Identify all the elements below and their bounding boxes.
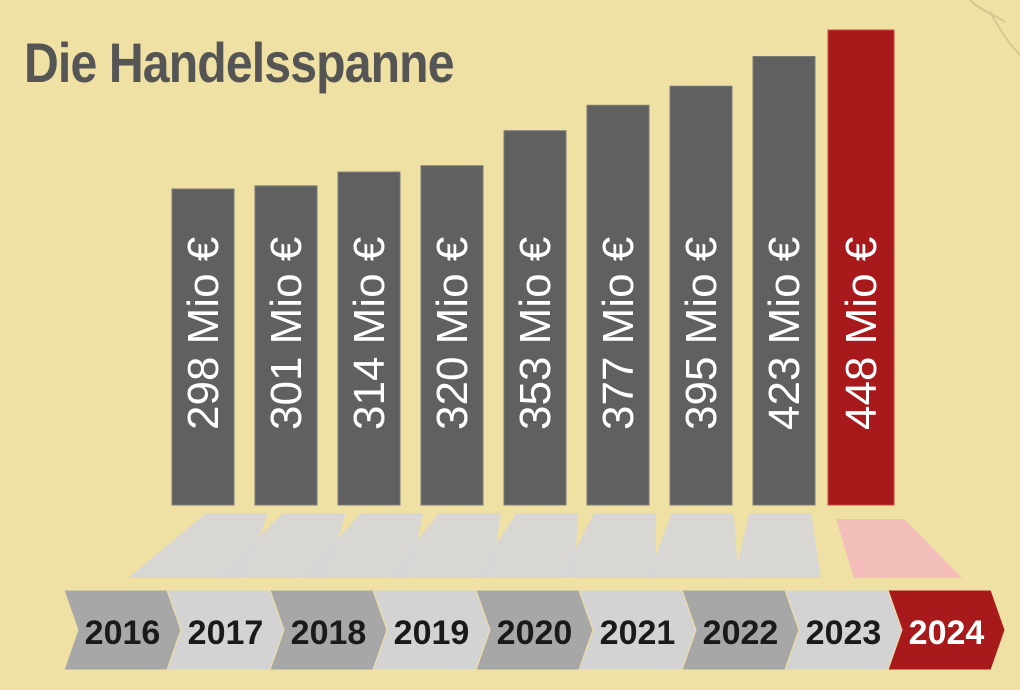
bar-reflection-2018 bbox=[301, 513, 424, 578]
year-label-2022: 2022 bbox=[703, 614, 779, 652]
bar-value-label-2018: 314 Mio € bbox=[345, 237, 394, 430]
year-label-2017: 2017 bbox=[188, 614, 264, 652]
bar-2018 bbox=[337, 171, 401, 506]
year-label-2023: 2023 bbox=[806, 614, 882, 652]
bar-value-label-2016: 298 Mio € bbox=[179, 237, 228, 430]
bar-2022 bbox=[669, 85, 733, 506]
chart-title: Die Handelsspanne bbox=[24, 31, 455, 94]
bar-value-label-2019: 320 Mio € bbox=[428, 237, 477, 430]
bar-2023 bbox=[752, 56, 816, 506]
bar-2017 bbox=[254, 185, 318, 506]
bar-reflection-2017 bbox=[214, 513, 346, 578]
year-label-2016: 2016 bbox=[85, 614, 161, 652]
year-label-2024: 2024 bbox=[909, 614, 985, 652]
bar-2020 bbox=[503, 130, 567, 506]
bar-value-label-2022: 395 Mio € bbox=[677, 237, 726, 430]
year-label-2018: 2018 bbox=[291, 614, 367, 652]
bar-reflection-2021 bbox=[561, 513, 656, 578]
year-label-2021: 2021 bbox=[600, 614, 676, 652]
bar-2021 bbox=[586, 104, 650, 506]
bar-value-label-2024: 448 Mio € bbox=[837, 237, 886, 430]
bar-reflection-2022 bbox=[647, 513, 739, 578]
bar-value-label-2021: 377 Mio € bbox=[594, 237, 643, 430]
bar-2019 bbox=[420, 165, 484, 506]
bar-value-label-2020: 353 Mio € bbox=[511, 237, 560, 430]
bar-2024 bbox=[827, 29, 895, 506]
bar-value-label-2017: 301 Mio € bbox=[262, 237, 311, 430]
bar-reflection-2023 bbox=[734, 513, 821, 578]
bar-reflection-2024 bbox=[836, 519, 962, 578]
bar-value-label-2023: 423 Mio € bbox=[760, 237, 809, 430]
bar-reflection-2020 bbox=[474, 513, 579, 578]
year-segment-2024 bbox=[887, 589, 1006, 671]
corner-decoration bbox=[969, 0, 1020, 56]
year-label-2019: 2019 bbox=[394, 614, 470, 652]
bar-reflection-2019 bbox=[387, 513, 501, 578]
year-label-2020: 2020 bbox=[497, 614, 573, 652]
bar-2016 bbox=[171, 188, 235, 506]
